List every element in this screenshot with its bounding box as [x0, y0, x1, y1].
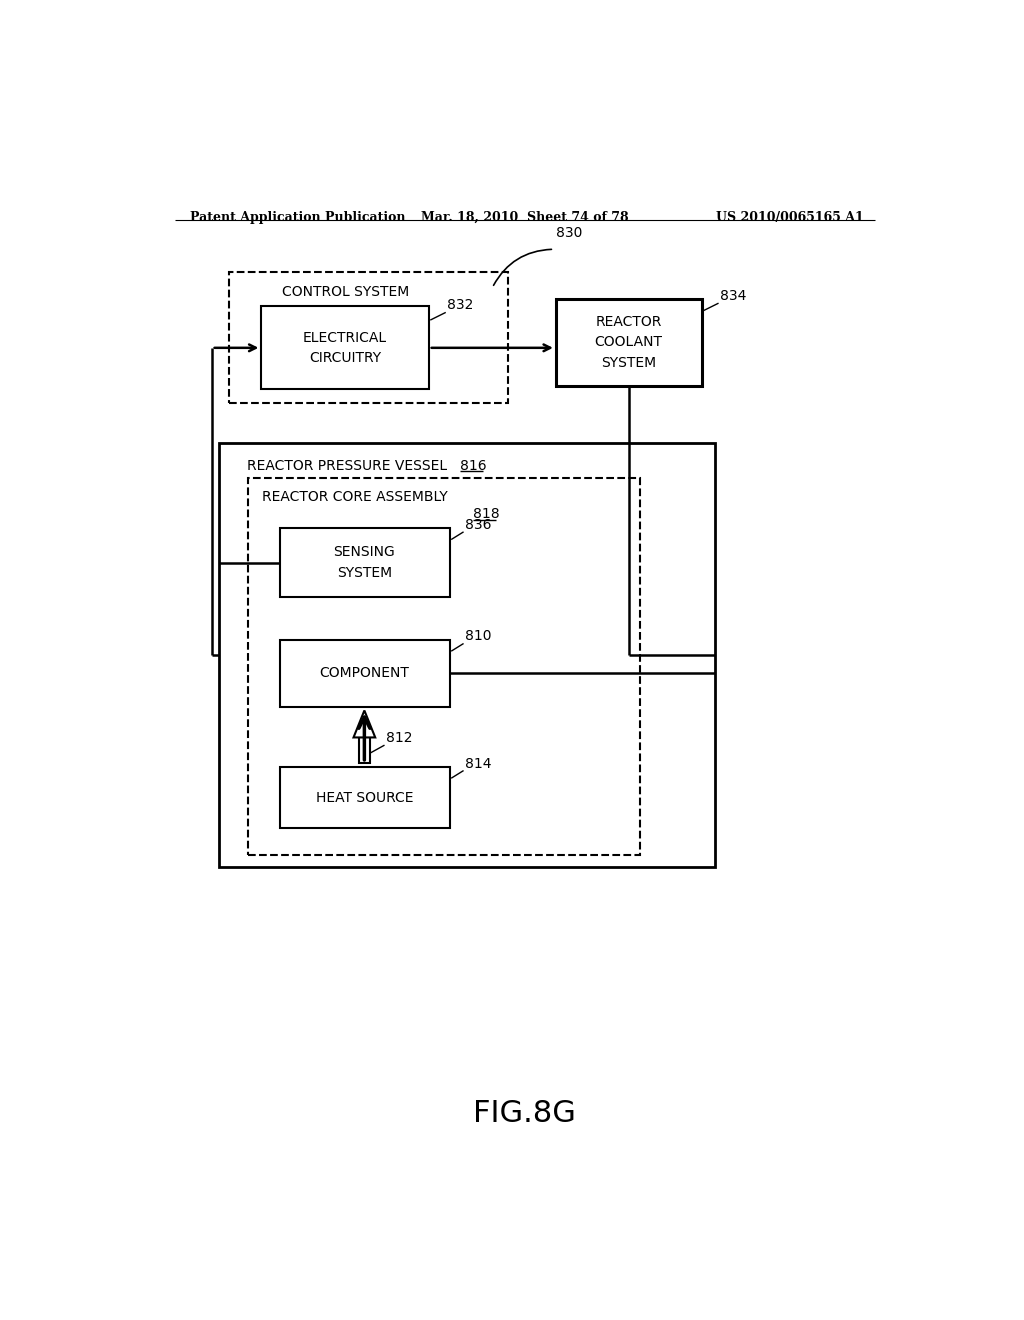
Text: 814: 814 [465, 756, 492, 771]
Text: CONTROL SYSTEM: CONTROL SYSTEM [283, 285, 410, 298]
Text: 812: 812 [386, 731, 413, 744]
Text: COMPONENT: COMPONENT [319, 665, 410, 680]
Text: HEAT SOURCE: HEAT SOURCE [315, 791, 413, 804]
Text: 836: 836 [465, 517, 492, 532]
Polygon shape [353, 710, 375, 738]
Bar [261, 306, 429, 389]
Text: REACTOR PRESSURE VESSEL: REACTOR PRESSURE VESSEL [247, 459, 446, 473]
Text: 810: 810 [465, 630, 492, 644]
Bar [280, 528, 450, 598]
Text: 816: 816 [460, 459, 486, 473]
Text: 832: 832 [447, 298, 474, 313]
Bar [359, 738, 370, 763]
Text: FIG.8G: FIG.8G [473, 1098, 577, 1127]
Text: REACTOR
COOLANT
SYSTEM: REACTOR COOLANT SYSTEM [595, 315, 663, 370]
Bar [280, 767, 450, 829]
Bar [248, 478, 640, 855]
Text: US 2010/0065165 A1: US 2010/0065165 A1 [717, 211, 864, 224]
Text: Mar. 18, 2010  Sheet 74 of 78: Mar. 18, 2010 Sheet 74 of 78 [421, 211, 629, 224]
Text: SENSING
SYSTEM: SENSING SYSTEM [334, 545, 395, 579]
Text: 834: 834 [720, 289, 746, 304]
Text: ELECTRICAL
CIRCUITRY: ELECTRICAL CIRCUITRY [303, 330, 387, 366]
Bar [219, 444, 716, 867]
Text: 830: 830 [556, 226, 583, 240]
Text: 818: 818 [473, 507, 500, 521]
Bar [556, 300, 701, 387]
Text: Patent Application Publication: Patent Application Publication [190, 211, 406, 224]
Bar [228, 272, 508, 404]
Text: REACTOR CORE ASSEMBLY: REACTOR CORE ASSEMBLY [262, 490, 447, 504]
Bar [280, 640, 450, 706]
